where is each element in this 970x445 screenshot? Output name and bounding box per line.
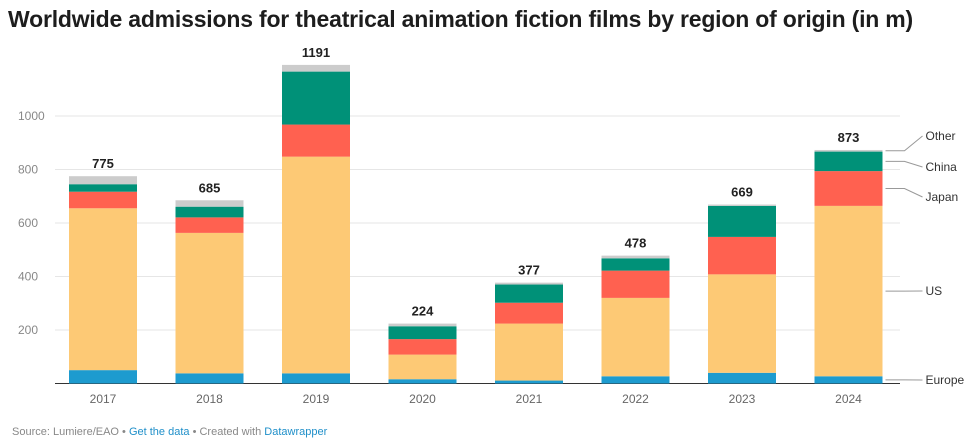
bar-europe-2017 bbox=[69, 370, 137, 384]
source-text: Source: Lumiere/EAO bbox=[12, 426, 119, 438]
legend-label-japan: Japan bbox=[926, 190, 959, 204]
bar-us-2019 bbox=[282, 156, 350, 374]
bar-europe-2021 bbox=[495, 380, 563, 384]
x-axis-ticks: 2017 2018 2019 2020 2021 2022 2023 2024 bbox=[90, 392, 863, 406]
bar-us-2017 bbox=[69, 208, 137, 371]
footer: Source: Lumiere/EAO • Get the data • Cre… bbox=[12, 426, 327, 438]
total-label-2020: 224 bbox=[412, 304, 434, 319]
bar-japan-2023 bbox=[708, 236, 776, 275]
bar-japan-2024 bbox=[814, 171, 883, 206]
bar-us-2023 bbox=[708, 274, 776, 373]
bar-china-2020 bbox=[388, 326, 457, 340]
y-tick-label: 800 bbox=[18, 163, 38, 177]
bar-other-2018 bbox=[175, 200, 244, 207]
y-tick-label: 400 bbox=[18, 270, 38, 284]
y-tick-label: 600 bbox=[18, 216, 38, 230]
bar-china-2022 bbox=[601, 258, 670, 271]
total-label-2017: 775 bbox=[92, 156, 114, 171]
bar-europe-2024 bbox=[814, 376, 883, 384]
bar-europe-2023 bbox=[708, 372, 776, 384]
legend-label-us: US bbox=[926, 284, 943, 298]
legend-leader-china bbox=[885, 160, 923, 168]
bar-china-2023 bbox=[708, 205, 776, 237]
bar-europe-2018 bbox=[175, 373, 244, 384]
total-label-2018: 685 bbox=[199, 180, 221, 195]
legend-leader-other bbox=[885, 135, 923, 152]
bar-japan-2017 bbox=[69, 191, 137, 209]
legend-label-europe: Europe bbox=[926, 373, 965, 387]
bar-japan-2020 bbox=[388, 339, 457, 355]
bar-china-2021 bbox=[495, 284, 563, 303]
y-axis-ticks: 200 400 600 800 1000 bbox=[18, 109, 45, 337]
get-data-link[interactable]: Get the data bbox=[128, 426, 190, 438]
separator: • bbox=[119, 426, 129, 438]
total-labels: 775 685 1191 224 377 478 669 873 bbox=[92, 45, 859, 319]
bars bbox=[69, 64, 883, 384]
datawrapper-link[interactable]: Datawrapper bbox=[264, 426, 328, 438]
x-tick-label: 2021 bbox=[516, 392, 543, 406]
bar-other-2023 bbox=[708, 204, 776, 206]
x-tick-label: 2018 bbox=[196, 392, 223, 406]
y-tick-label: 200 bbox=[18, 323, 38, 337]
bar-us-2024 bbox=[814, 205, 883, 377]
bar-us-2018 bbox=[175, 232, 244, 374]
bar-china-2017 bbox=[69, 184, 137, 192]
bar-us-2020 bbox=[388, 354, 457, 380]
total-label-2022: 478 bbox=[625, 236, 647, 251]
x-tick-label: 2020 bbox=[409, 392, 436, 406]
bar-japan-2021 bbox=[495, 302, 563, 324]
x-tick-label: 2024 bbox=[835, 392, 862, 406]
bar-europe-2020 bbox=[388, 379, 457, 384]
bar-us-2022 bbox=[601, 297, 670, 377]
bar-other-2017 bbox=[69, 176, 137, 185]
legend-label-china: China bbox=[926, 160, 958, 174]
y-tick-label: 1000 bbox=[18, 109, 45, 123]
bar-china-2024 bbox=[814, 151, 883, 172]
x-tick-label: 2017 bbox=[90, 392, 117, 406]
total-label-2023: 669 bbox=[731, 185, 753, 200]
bar-china-2018 bbox=[175, 206, 244, 218]
total-label-2019: 1191 bbox=[302, 45, 330, 60]
x-tick-label: 2019 bbox=[303, 392, 330, 406]
bar-japan-2022 bbox=[601, 270, 670, 298]
bar-japan-2019 bbox=[282, 124, 350, 157]
bar-us-2021 bbox=[495, 323, 563, 381]
bar-other-2021 bbox=[495, 282, 563, 285]
created-with-text: • Created with bbox=[189, 426, 265, 438]
bar-other-2020 bbox=[388, 323, 457, 327]
total-label-2024: 873 bbox=[838, 130, 860, 145]
legend-leader-japan bbox=[885, 187, 923, 198]
x-tick-label: 2023 bbox=[729, 392, 756, 406]
legend-label-other: Other bbox=[926, 129, 956, 143]
bar-other-2024 bbox=[814, 149, 883, 152]
bar-europe-2019 bbox=[282, 373, 350, 384]
bar-japan-2018 bbox=[175, 217, 244, 233]
series-labels: Europe US Japan China Other bbox=[885, 129, 965, 387]
bar-china-2019 bbox=[282, 71, 350, 125]
chart-title: Worldwide admissions for theatrical anim… bbox=[8, 6, 914, 32]
bar-other-2022 bbox=[601, 255, 670, 259]
total-label-2021: 377 bbox=[518, 263, 540, 278]
x-tick-label: 2022 bbox=[622, 392, 649, 406]
bar-other-2019 bbox=[282, 64, 350, 72]
bar-europe-2022 bbox=[601, 376, 670, 384]
